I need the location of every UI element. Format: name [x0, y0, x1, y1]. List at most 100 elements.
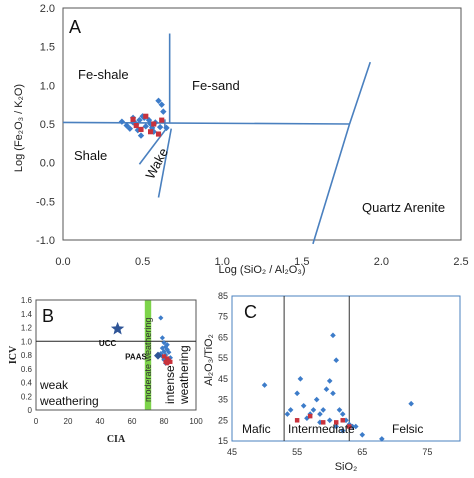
panel-a-y-axis-label: Log (Fe₂O₃ / K₂O) [13, 84, 25, 172]
x-tick-label: 2.5 [453, 256, 468, 268]
data-point [159, 345, 165, 351]
y-tick-label: 85 [218, 291, 228, 301]
y-tick-label: 55 [218, 353, 228, 363]
x-tick-label: 1.0 [215, 256, 230, 268]
data-point [163, 124, 170, 132]
x-tick-label: 80 [160, 417, 169, 426]
data-point [151, 121, 157, 127]
data-point [294, 418, 300, 423]
boundary-line [312, 123, 351, 245]
panel-b-x-axis-label: CIA [107, 434, 126, 445]
data-point [155, 97, 162, 104]
x-tick-label: 1.5 [294, 256, 309, 268]
data-point [333, 420, 339, 425]
data-point [166, 349, 172, 355]
y-tick-label: 15 [218, 436, 228, 446]
data-point [138, 126, 144, 132]
intense-weathering-label: weathering [177, 345, 191, 405]
data-point [340, 418, 345, 423]
ucc-label: UCC [99, 339, 117, 348]
x-tick-label: 55 [292, 447, 302, 457]
region-label: Fe-shale [78, 67, 129, 82]
boundary-line [348, 61, 372, 125]
x-tick-label: 0.5 [135, 256, 150, 268]
x-tick-label: 40 [96, 417, 105, 426]
boundary-line [138, 125, 169, 165]
region-label: Intermediate [288, 422, 355, 436]
data-point [352, 423, 359, 430]
data-point [148, 129, 154, 135]
data-point [347, 424, 352, 429]
region-label: Fe-sand [192, 78, 240, 93]
data-point [164, 342, 170, 348]
panel-b-y-axis-label: ICV [8, 345, 19, 364]
panel-b-plot-area [35, 299, 197, 411]
panel-c-points [261, 332, 414, 442]
moderate-weathering-label: moderate weathering [143, 317, 153, 402]
data-point [161, 354, 167, 359]
panel-b-reference-points: UCC PAAS [99, 321, 162, 362]
data-point [287, 407, 294, 413]
data-point [307, 413, 313, 419]
intense-weathering-label: intense [163, 365, 177, 404]
panel-c-letter: C [244, 302, 257, 322]
moderate-weathering-band [144, 300, 152, 410]
data-point [313, 396, 320, 403]
data-point [320, 420, 326, 425]
data-point [137, 132, 145, 139]
weak-weathering-label: weathering [39, 394, 99, 408]
y-tick-label: 0.6 [21, 365, 33, 374]
data-point [161, 340, 167, 346]
region-label: Mafic [242, 422, 271, 436]
y-tick-label: 1.5 [40, 42, 55, 54]
panel-c-dividers [283, 296, 350, 441]
data-point [126, 125, 134, 132]
data-point [143, 113, 149, 119]
data-point [330, 332, 336, 339]
panel-a-letter: A [69, 17, 81, 37]
x-tick-label: 20 [64, 417, 73, 426]
data-point [339, 427, 346, 434]
panel-a: 2.01.51.00.50.0-0.5-1.0 0.0 0.5 1.0 1.5 2.0 2… [13, 3, 469, 276]
data-point [317, 411, 323, 417]
data-point [310, 407, 317, 413]
x-tick-label: 45 [227, 447, 237, 457]
data-point [336, 407, 343, 413]
boundary-line [157, 128, 173, 198]
data-point [130, 116, 136, 122]
y-tick-label: 75 [218, 312, 228, 322]
x-tick-label: 2.0 [374, 256, 389, 268]
y-tick-label: 0.0 [40, 158, 55, 170]
data-point [326, 417, 333, 424]
y-tick-label: 1.0 [40, 80, 55, 92]
x-tick-label: 75 [422, 447, 432, 457]
data-point [304, 415, 310, 422]
data-point [333, 423, 340, 430]
data-point [159, 335, 165, 341]
panel-c-plot-area [231, 295, 461, 442]
x-tick-label: 0 [34, 417, 39, 426]
data-point [142, 123, 149, 130]
y-tick-label: 1.6 [21, 296, 33, 305]
data-point [129, 119, 137, 126]
x-tick-label: 60 [128, 417, 137, 426]
panel-a-x-axis-label: Log (SiO₂ / Al₂O₃) [219, 264, 306, 276]
data-point [158, 315, 164, 321]
data-point [333, 357, 340, 364]
y-tick-label: 1.4 [21, 310, 33, 319]
data-point [359, 431, 366, 438]
y-tick-label: 65 [218, 332, 228, 342]
data-point [165, 361, 170, 366]
data-point [168, 359, 173, 364]
x-tick-label: 100 [189, 417, 203, 426]
y-tick-label: 0.5 [40, 119, 55, 131]
data-point [379, 436, 385, 442]
y-tick-label: 0.4 [21, 379, 33, 388]
y-tick-label: 0.2 [21, 392, 33, 401]
region-label: Quartz Arenite [362, 200, 445, 215]
y-tick-label: 0.8 [21, 351, 33, 360]
data-point [297, 376, 304, 382]
region-label: Felsic [392, 422, 423, 436]
